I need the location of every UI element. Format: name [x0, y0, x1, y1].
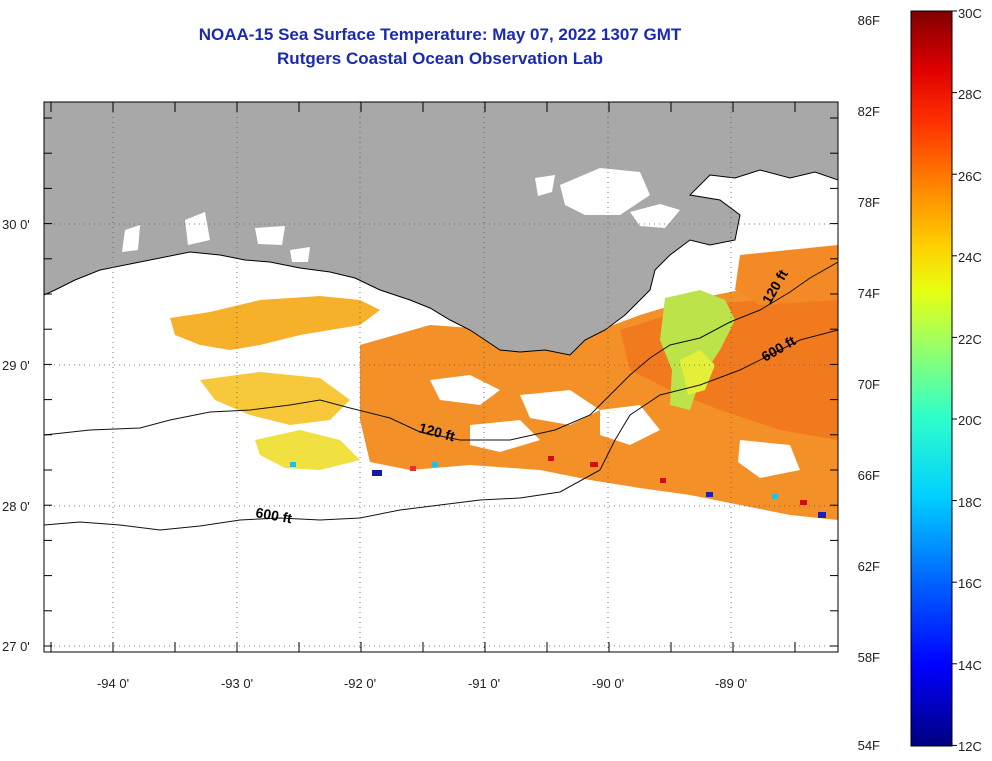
speckle: [548, 456, 554, 461]
speckle: [800, 500, 807, 505]
cloud-gap-3: [600, 405, 660, 445]
colorbar-c-label: 26C: [958, 169, 982, 184]
lon-label: -90 0': [592, 676, 624, 691]
lat-label: 28 0': [2, 499, 30, 514]
colorbar-c-label: 16C: [958, 576, 982, 591]
speckle: [290, 462, 296, 467]
lat-label: 29 0': [2, 358, 30, 373]
cloud-gap-2: [520, 390, 600, 425]
lon-label: -94 0': [97, 676, 129, 691]
cloud-gap-5: [738, 440, 800, 478]
speckle: [706, 492, 713, 497]
colorbar-c-label: 12C: [958, 739, 982, 754]
contour-label: 600 ft: [254, 504, 293, 526]
colorbar: [910, 10, 953, 747]
colorbar-f-label: 78F: [857, 195, 880, 210]
lat-lon-grid: [44, 102, 838, 652]
contour-120ft-west: [44, 261, 838, 441]
cloud-gap-1: [430, 375, 500, 405]
land-lake: [122, 225, 140, 252]
colorbar-f-label: 82F: [857, 104, 880, 119]
colorbar-f-label: 86F: [857, 13, 880, 28]
land-lake: [255, 226, 285, 245]
speckle: [410, 466, 416, 471]
sst-patch-west: [170, 296, 380, 350]
colorbar-f-label: 54F: [857, 738, 880, 753]
colorbar-c-label: 18C: [958, 495, 982, 510]
sst-patch-west-3: [255, 430, 360, 470]
speckle: [372, 470, 382, 476]
cloud-gap-4: [470, 420, 540, 452]
colorbar-f-label: 66F: [857, 468, 880, 483]
lon-label: -91 0': [468, 676, 500, 691]
land-lake: [535, 175, 555, 196]
land-mass: [44, 102, 838, 356]
land-lake: [560, 168, 650, 215]
bathymetry-contours: [44, 261, 838, 531]
map-frame: [43, 101, 839, 653]
contour-600ft: [44, 329, 838, 531]
colorbar-c-label: 20C: [958, 413, 982, 428]
colorbar-c-label: 14C: [958, 658, 982, 673]
lon-label: -89 0': [715, 676, 747, 691]
colorbar-c-label: 30C: [958, 6, 982, 21]
speckle: [660, 478, 666, 483]
colorbar-f-label: 74F: [857, 286, 880, 301]
sst-data-layer: [170, 234, 838, 520]
lat-label: 30 0': [2, 217, 30, 232]
speckle: [772, 494, 778, 499]
lat-labels: 30 0' 29 0' 28 0' 27 0': [2, 217, 30, 654]
lon-label: -93 0': [221, 676, 253, 691]
lon-labels: -94 0' -93 0' -92 0' -91 0' -90 0' -89 0…: [97, 676, 747, 691]
colorbar-f-label: 62F: [857, 559, 880, 574]
land-lake: [290, 247, 310, 262]
land-lake: [185, 212, 210, 245]
speckle: [818, 512, 826, 518]
speckle: [432, 462, 438, 467]
sst-patch-west-2: [200, 372, 350, 425]
map-subtitle: Rutgers Coastal Ocean Observation Lab: [277, 49, 603, 68]
colorbar-c-label: 24C: [958, 250, 982, 265]
axis-ticks: [44, 102, 838, 652]
lon-label: -92 0': [344, 676, 376, 691]
colorbar-c-label: 28C: [958, 87, 982, 102]
land-lake: [630, 204, 680, 228]
colorbar-f-label: 70F: [857, 377, 880, 392]
sst-patch-nearshore: [660, 290, 735, 410]
colorbar-c-label: 22C: [958, 332, 982, 347]
sst-patch-nearshore-2: [680, 350, 715, 395]
speckle: [590, 462, 598, 467]
sst-patch-east: [735, 245, 838, 305]
map-title: NOAA-15 Sea Surface Temperature: May 07,…: [198, 25, 682, 44]
colorbar-ticks: [952, 10, 957, 746]
colorbar-f-label: 58F: [857, 650, 880, 665]
lat-label: 27 0': [2, 639, 30, 654]
